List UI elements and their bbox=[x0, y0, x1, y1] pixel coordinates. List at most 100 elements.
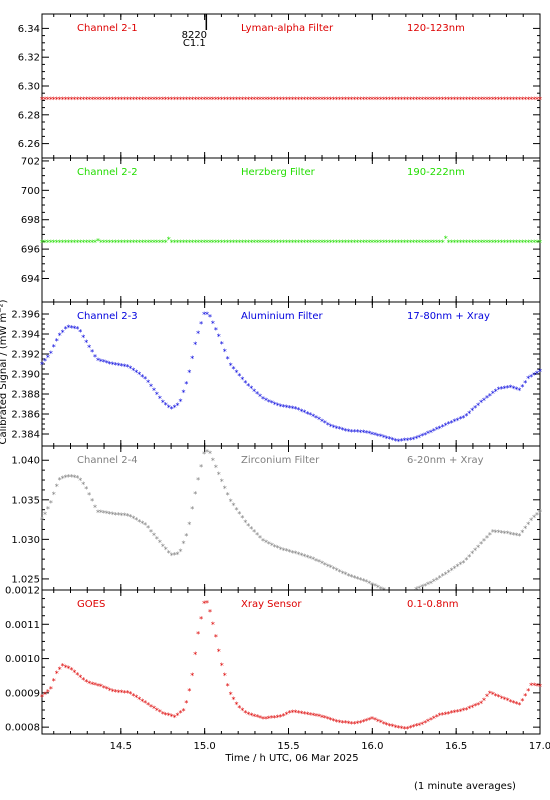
data-point: * bbox=[402, 238, 406, 247]
data-point: * bbox=[164, 95, 168, 104]
data-point: * bbox=[397, 437, 401, 446]
data-point: * bbox=[329, 716, 333, 725]
data-point: * bbox=[123, 238, 127, 247]
data-point: * bbox=[517, 532, 521, 541]
data-point: * bbox=[358, 428, 362, 437]
filter-label: Lyman-alpha Filter bbox=[241, 23, 334, 34]
data-point: * bbox=[290, 238, 294, 247]
data-point: * bbox=[491, 390, 495, 399]
y-tick-label: 0.0009 bbox=[5, 688, 40, 699]
data-point: * bbox=[217, 332, 221, 341]
data-point: * bbox=[308, 411, 312, 420]
data-point: * bbox=[143, 699, 147, 708]
data-point: * bbox=[458, 707, 462, 716]
x-tick-label: 15.0 bbox=[194, 741, 216, 752]
data-point: * bbox=[500, 95, 504, 104]
y-tick-label: 6.34 bbox=[18, 24, 40, 35]
data-point: * bbox=[491, 528, 495, 537]
data-point: * bbox=[111, 238, 115, 247]
data-point: * bbox=[370, 95, 374, 104]
data-point: * bbox=[161, 399, 165, 408]
data-point: * bbox=[226, 682, 230, 691]
data-point: * bbox=[467, 409, 471, 418]
flare-marker: 8220 C1.1 bbox=[182, 14, 208, 49]
data-point: * bbox=[511, 699, 515, 708]
data-point: * bbox=[152, 705, 156, 714]
data-point: * bbox=[332, 423, 336, 432]
data-point: * bbox=[509, 384, 513, 393]
data-point: * bbox=[379, 433, 383, 442]
data-point: * bbox=[61, 328, 65, 337]
data-point: * bbox=[102, 95, 106, 104]
data-point: * bbox=[414, 435, 418, 444]
data-point: * bbox=[335, 424, 339, 433]
data-point: * bbox=[338, 95, 342, 104]
data-point: * bbox=[349, 95, 353, 104]
data-point: * bbox=[99, 95, 103, 104]
data-point: * bbox=[529, 95, 533, 104]
data-point: * bbox=[178, 95, 182, 104]
data-point: * bbox=[69, 95, 73, 104]
data-point: * bbox=[461, 707, 465, 716]
data-point: * bbox=[111, 688, 115, 697]
data-point: * bbox=[529, 517, 533, 526]
data-point: * bbox=[128, 513, 132, 522]
data-point: * bbox=[494, 528, 498, 537]
data-point: * bbox=[432, 578, 436, 587]
y-tick-label: 696 bbox=[21, 245, 40, 256]
data-point: * bbox=[202, 238, 206, 247]
data-point: * bbox=[69, 666, 73, 675]
data-point: * bbox=[464, 95, 468, 104]
data-point: * bbox=[87, 343, 91, 352]
data-point: * bbox=[117, 238, 121, 247]
data-point: * bbox=[205, 599, 209, 608]
data-point: * bbox=[352, 238, 356, 247]
data-point: * bbox=[120, 511, 124, 520]
filter-label: Xray Sensor bbox=[241, 599, 302, 610]
data-point: * bbox=[523, 379, 527, 388]
y-tick-label: 2.386 bbox=[11, 410, 40, 421]
data-point: * bbox=[149, 703, 153, 712]
data-point: * bbox=[243, 238, 247, 247]
data-point: * bbox=[500, 238, 504, 247]
data-point: * bbox=[167, 95, 171, 104]
data-point: * bbox=[125, 512, 129, 521]
data-point: * bbox=[305, 410, 309, 419]
data-point: * bbox=[40, 361, 44, 370]
data-point: * bbox=[75, 238, 79, 247]
data-point: * bbox=[444, 95, 448, 104]
data-point: * bbox=[358, 238, 362, 247]
flare-region-label: 8220 bbox=[182, 30, 207, 41]
data-point: * bbox=[441, 572, 445, 581]
data-point: * bbox=[538, 238, 542, 247]
data-point: * bbox=[173, 95, 177, 104]
data-point: * bbox=[299, 407, 303, 416]
data-point: * bbox=[426, 238, 430, 247]
data-point: * bbox=[170, 238, 174, 247]
data-point: * bbox=[344, 719, 348, 728]
data-point: * bbox=[473, 702, 477, 711]
data-point: * bbox=[317, 238, 321, 247]
data-point: * bbox=[476, 238, 480, 247]
data-point: * bbox=[482, 238, 486, 247]
data-point: * bbox=[503, 95, 507, 104]
data-point: * bbox=[511, 385, 515, 394]
data-point: * bbox=[237, 95, 241, 104]
data-point: * bbox=[335, 95, 339, 104]
data-point: * bbox=[329, 95, 333, 104]
data-point: * bbox=[426, 95, 430, 104]
data-point: * bbox=[161, 238, 165, 247]
data-point: * bbox=[326, 562, 330, 571]
data-point: * bbox=[394, 238, 398, 247]
data-point: * bbox=[155, 391, 159, 400]
y-tick-label: 1.025 bbox=[11, 574, 40, 585]
data-point: * bbox=[517, 95, 521, 104]
data-point: * bbox=[529, 373, 533, 382]
data-point: * bbox=[170, 405, 174, 414]
data-point: * bbox=[320, 95, 324, 104]
data-point: * bbox=[470, 550, 474, 559]
data-point: * bbox=[184, 532, 188, 541]
data-point: * bbox=[497, 385, 501, 394]
data-point: * bbox=[461, 95, 465, 104]
data-point: * bbox=[388, 435, 392, 444]
